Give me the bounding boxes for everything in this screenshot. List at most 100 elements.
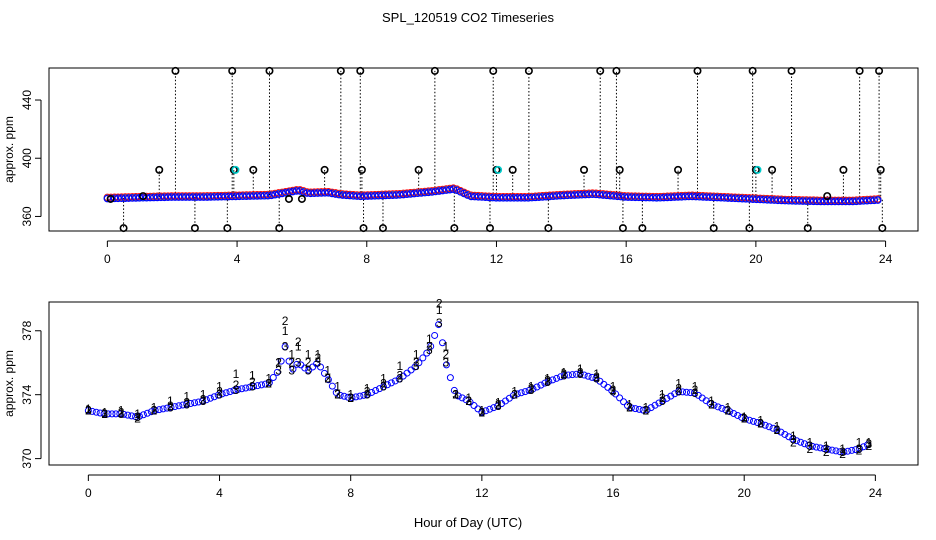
flagged-point	[297, 194, 306, 203]
bottom-circle-marker	[273, 368, 281, 376]
baseline-point-series3	[428, 188, 436, 196]
series-2-point: 2	[757, 416, 764, 430]
baseline-point-series3	[117, 194, 126, 203]
baseline-point-series3	[684, 192, 693, 201]
baseline-point-series3	[806, 197, 814, 206]
baseline-point-series3	[317, 189, 326, 197]
bottom-circle-marker	[765, 423, 773, 431]
baseline-point-series3	[292, 187, 301, 195]
bottom-y-axis-label: approx. ppm	[2, 350, 16, 417]
bottom-circle-marker	[690, 389, 698, 397]
bottom-circle-marker	[734, 411, 742, 419]
baseline-point-series3	[239, 192, 247, 201]
baseline-point-series3	[488, 193, 497, 202]
bottom-circle-marker	[742, 415, 750, 423]
baseline-point-series3	[221, 192, 229, 201]
series-2-point: 2	[724, 404, 731, 418]
series-3-point: 3	[426, 343, 433, 357]
bottom-circle-marker	[738, 413, 746, 421]
baseline-point-series3	[592, 190, 600, 199]
baseline-point-series3	[124, 194, 133, 202]
bottom-circle-marker	[128, 412, 136, 420]
chart-title: SPL_120519 CO2 Timeseries	[382, 10, 554, 25]
series-1-point: 1	[528, 380, 535, 394]
series-1-point: 1	[183, 389, 190, 403]
baseline-point-series3	[467, 192, 475, 201]
baseline-point-series3	[738, 194, 747, 203]
baseline-point-series3	[770, 196, 779, 204]
series-3-point: 3	[479, 405, 486, 419]
baseline-point-series3	[346, 191, 354, 200]
baseline-point-series3	[631, 193, 640, 202]
series-2-point: 2	[865, 439, 872, 453]
flagged-point	[119, 224, 128, 233]
baseline-point-series3	[663, 193, 672, 202]
baseline-point-series3	[602, 191, 611, 200]
bottom-circle-marker	[183, 400, 191, 408]
flagged-point	[356, 66, 365, 75]
series-3-point: 3	[347, 391, 354, 405]
series-3-point: 3	[856, 442, 863, 456]
series-1-point: 1	[436, 303, 443, 317]
flagged-point	[336, 66, 345, 75]
flagged-point	[580, 165, 589, 174]
bottom-circle-marker	[682, 388, 690, 396]
series-2-point: 2	[233, 378, 240, 392]
baseline-point-series3	[385, 191, 393, 200]
bottom-circle-marker	[356, 392, 364, 400]
baseline-point-series3	[856, 197, 864, 205]
bottom-circle-marker	[631, 405, 639, 413]
series-3-point: 3	[806, 439, 813, 453]
series-1-point: 1	[560, 365, 567, 379]
baseline-point-series3	[774, 196, 782, 205]
series-2-point: 2	[675, 381, 682, 395]
series-1-point: 1	[347, 388, 354, 402]
baseline-point-series3	[681, 192, 689, 201]
bottom-circle-marker	[785, 433, 793, 441]
bottom-circle-marker	[206, 394, 214, 402]
bottom-circle-marker	[285, 357, 293, 365]
bottom-circle-marker	[588, 373, 596, 381]
baseline-point-series3	[388, 191, 397, 199]
bottom-circle-marker	[257, 381, 265, 389]
series-3-point: 3	[265, 377, 272, 391]
bottom-circle-marker	[509, 392, 517, 400]
bottom-circle-marker	[179, 401, 187, 409]
bottom-x-tick-label: 4	[216, 486, 223, 500]
flagged-point	[228, 66, 237, 75]
bottom-circle-marker	[584, 372, 592, 380]
baseline-point-series3	[752, 195, 761, 204]
bottom-circle-marker	[352, 393, 360, 401]
bottom-circle-marker	[486, 405, 494, 413]
bottom-circle-marker	[745, 416, 753, 424]
bottom-circle-marker	[757, 420, 765, 428]
series-3-point: 3	[364, 388, 371, 402]
baseline-point-series3	[717, 193, 725, 202]
series-1-point: 1	[708, 394, 715, 408]
baseline-point-series3	[331, 190, 340, 198]
baseline-point-series3	[570, 191, 579, 199]
series-2-point: 2	[495, 397, 502, 411]
baseline-point-series3	[503, 194, 511, 202]
bottom-circle-marker	[415, 359, 423, 367]
baseline-point-series3	[189, 193, 197, 201]
baseline-point-series3	[656, 193, 665, 202]
bottom-circle-marker	[238, 385, 246, 393]
bottom-circle-marker	[344, 393, 352, 401]
series-1-point: 1	[757, 413, 764, 427]
baseline-point-series3	[510, 194, 518, 202]
bottom-circle-marker	[860, 443, 868, 451]
series-1-point: 1	[544, 372, 551, 386]
bottom-circle-marker	[529, 385, 537, 393]
bottom-circle-marker	[549, 376, 557, 384]
series-2-point: 2	[249, 375, 256, 389]
series-2-point: 2	[364, 384, 371, 398]
flagged-point	[878, 224, 887, 233]
top-x-tick-label: 20	[749, 252, 763, 266]
bottom-circle-marker	[435, 321, 443, 329]
bottom-circle-marker	[171, 403, 179, 411]
baseline-point-series3	[520, 194, 529, 202]
flagged-point	[171, 66, 180, 75]
flagged-point	[876, 165, 885, 174]
bottom-circle-marker	[151, 406, 159, 414]
